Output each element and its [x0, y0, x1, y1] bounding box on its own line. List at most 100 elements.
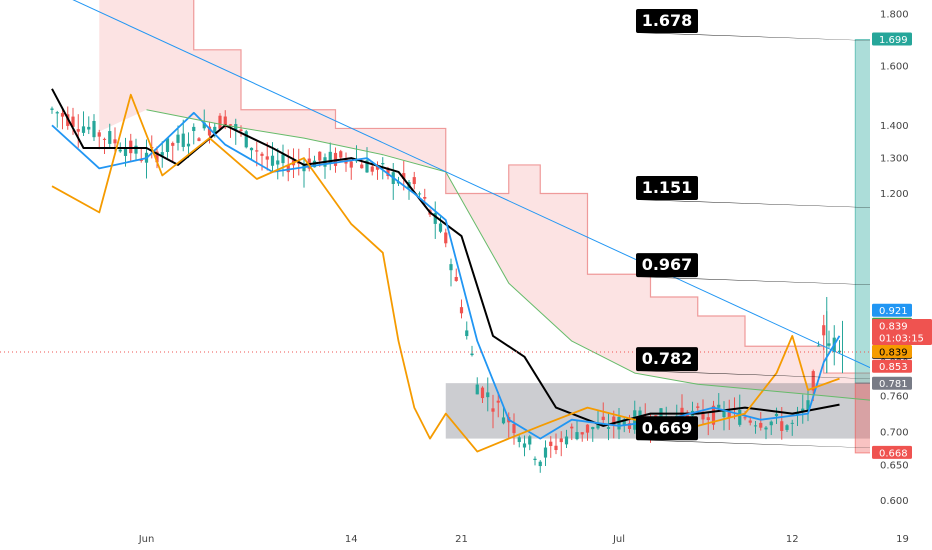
candle-body: [564, 436, 569, 445]
candle-body: [270, 155, 275, 166]
candle-body: [591, 427, 595, 430]
candle-body: [501, 417, 506, 424]
callout-label: 1.151: [642, 178, 693, 197]
x-tick-label: Jul: [612, 534, 625, 545]
candle-body: [790, 422, 794, 424]
cloud-layer: [99, 0, 887, 402]
candle-body: [617, 416, 621, 430]
candle-body: [470, 353, 474, 356]
candle-body: [81, 126, 86, 133]
x-tick-label: 19: [896, 534, 909, 545]
candle-body: [780, 421, 784, 431]
candle-body: [696, 406, 700, 408]
candle-body: [459, 307, 464, 314]
candle-body: [228, 124, 233, 126]
candle-body: [706, 417, 710, 420]
callout-pointer: [640, 371, 932, 381]
candle-body: [318, 151, 322, 161]
candle-body: [533, 458, 537, 461]
candle-body: [580, 432, 584, 435]
badge-bg: [872, 359, 912, 373]
candle-body: [538, 461, 542, 467]
callout-label: 1.678: [642, 11, 693, 30]
series-line-4: [146, 109, 887, 403]
x-tick-label: 21: [455, 534, 468, 545]
candle-body: [207, 126, 212, 136]
candle-body: [260, 153, 264, 156]
candle-body: [286, 164, 290, 173]
candle-body: [276, 160, 280, 165]
candle-body: [349, 161, 353, 168]
candle-body: [50, 108, 54, 110]
candle-body: [370, 166, 374, 172]
candle-body: [627, 423, 632, 430]
candle-body: [223, 116, 227, 128]
candle-body: [727, 412, 731, 418]
cloud-fill: [99, 0, 887, 402]
price-badge-orange: 0.839: [872, 345, 912, 359]
candle-body: [659, 408, 663, 423]
candle-body: [249, 147, 254, 151]
callout-box: [636, 9, 698, 34]
price-badge-0.853: 0.853: [872, 359, 912, 373]
candle-body: [328, 151, 332, 164]
candle-body: [129, 140, 133, 154]
y-axis[interactable]: 2.2002.0001.8001.6001.4001.3001.2000.760…: [870, 0, 932, 550]
callout-box: [636, 253, 698, 278]
candle-body: [528, 436, 532, 445]
candle-body: [570, 426, 574, 429]
candle-body: [360, 164, 364, 169]
candle-body: [255, 150, 259, 152]
candle-body: [423, 197, 427, 199]
candle-body: [218, 115, 222, 129]
candle-body: [806, 400, 810, 410]
candle-body: [139, 159, 143, 161]
callout-pointer: [640, 277, 932, 287]
x-axis[interactable]: Jun1421Jul1219Aug916: [0, 528, 932, 550]
callout-pointer: [640, 440, 932, 451]
candle-body: [801, 408, 805, 413]
candle-body: [202, 122, 206, 129]
badge-bg: [872, 32, 912, 46]
candle-body: [339, 151, 343, 158]
candle-body: [181, 133, 185, 147]
callout-0.967: 0.967: [636, 253, 932, 287]
candle-body: [769, 421, 773, 426]
candle-body: [71, 116, 75, 127]
y-tick-label: 0.650: [880, 461, 909, 472]
candle-body: [160, 152, 164, 156]
price-badge-0.921: 0.921: [872, 303, 912, 317]
callout-1.151: 1.151: [636, 175, 932, 210]
badge-bg: [872, 303, 912, 317]
price-badge-1.699: 1.699: [872, 32, 912, 46]
callout-0.669: 0.669: [636, 416, 932, 451]
candle-body: [543, 447, 548, 458]
candle-body: [113, 139, 117, 144]
candle-body: [743, 417, 747, 419]
badge-bg: [872, 376, 912, 390]
y-tick-label: 0.700: [880, 428, 909, 439]
candle-body: [244, 131, 248, 148]
y-tick-label: 1.200: [880, 189, 909, 200]
candle-body: [433, 213, 437, 224]
callouts-layer: 1.678 1.151 0.967 0.782 0.669: [636, 9, 932, 451]
candle-body: [118, 149, 122, 152]
candle-body: [475, 384, 479, 395]
current-price-label: 0.839: [879, 322, 908, 333]
callout-pointer: [640, 199, 932, 210]
badge-label: 0.839: [879, 348, 908, 359]
price-badge-0.668: 0.668: [872, 445, 912, 459]
candle-body: [123, 148, 128, 156]
candle-body: [386, 168, 390, 177]
badge-label: 1.699: [879, 35, 908, 46]
callout-1.678: 1.678: [636, 9, 932, 43]
price-badges-layer: 1.6990.9210.9010.8820.8820.8530.7810.668…: [872, 32, 932, 459]
candle-body: [496, 400, 500, 403]
callout-label: 0.782: [642, 349, 693, 368]
candle-body: [444, 232, 448, 244]
candle-body: [753, 425, 758, 427]
candle-body: [811, 371, 815, 391]
candle-body: [60, 113, 65, 117]
callout-pointer: [640, 33, 932, 43]
